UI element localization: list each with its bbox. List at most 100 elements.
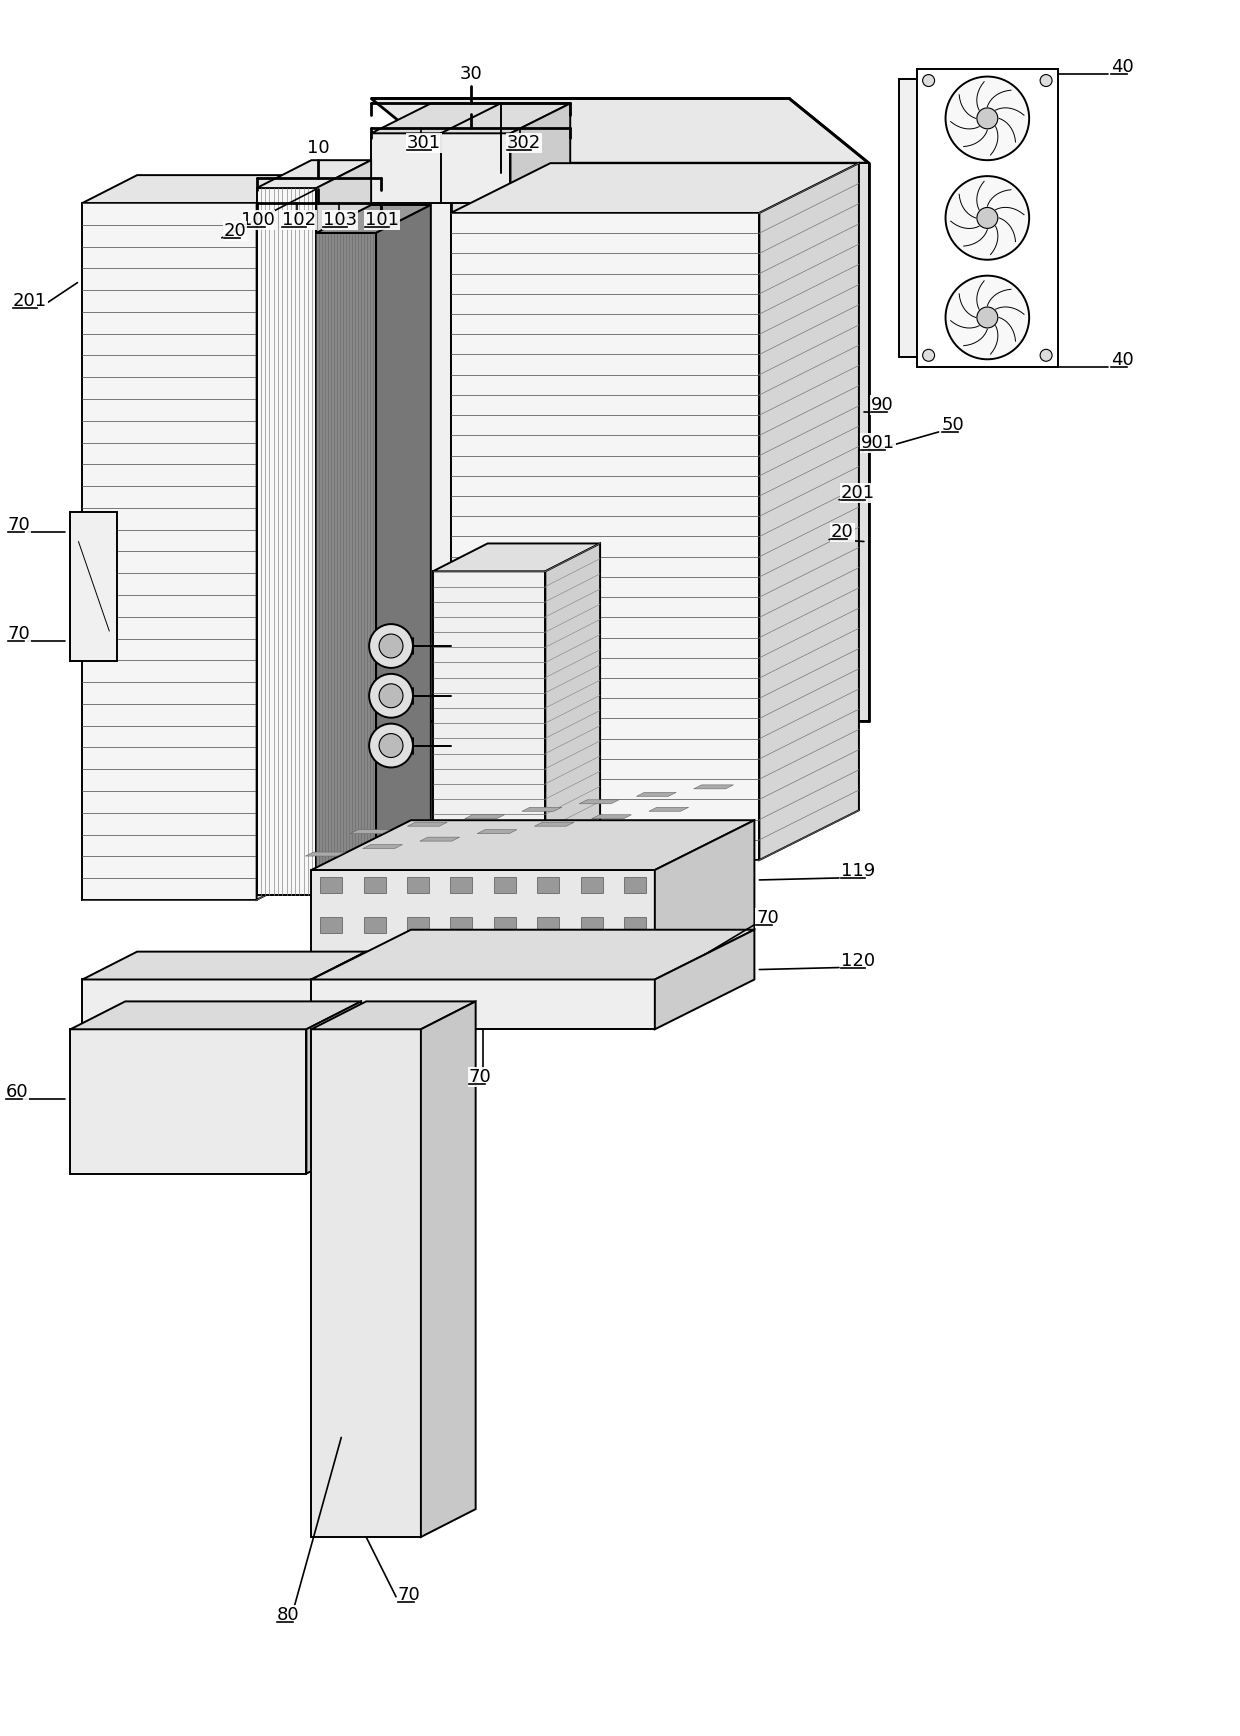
Text: 60: 60 [6, 1083, 29, 1101]
Polygon shape [494, 877, 516, 892]
Polygon shape [320, 917, 342, 932]
Text: 20: 20 [831, 524, 854, 542]
Polygon shape [655, 930, 754, 1029]
Polygon shape [450, 877, 472, 892]
Text: 70: 70 [7, 625, 31, 642]
Polygon shape [407, 957, 429, 972]
Circle shape [977, 208, 998, 229]
Polygon shape [257, 175, 311, 899]
Polygon shape [537, 877, 559, 892]
Polygon shape [624, 957, 646, 972]
Polygon shape [580, 917, 603, 932]
Polygon shape [511, 104, 570, 203]
Polygon shape [362, 845, 403, 849]
Polygon shape [649, 807, 688, 811]
Polygon shape [316, 233, 376, 870]
Text: 201: 201 [12, 292, 47, 309]
Polygon shape [371, 99, 869, 163]
Polygon shape [306, 1002, 361, 1174]
Text: 70: 70 [469, 1068, 491, 1087]
Text: 40: 40 [1111, 351, 1133, 370]
Polygon shape [916, 69, 1058, 368]
Text: 70: 70 [756, 908, 779, 927]
Polygon shape [71, 1029, 306, 1174]
Polygon shape [371, 134, 511, 203]
Polygon shape [320, 877, 342, 892]
Circle shape [379, 734, 403, 757]
Text: 100: 100 [241, 210, 274, 229]
Text: 302: 302 [506, 134, 541, 153]
Polygon shape [407, 877, 429, 892]
Text: 901: 901 [861, 434, 895, 451]
Polygon shape [363, 957, 386, 972]
Polygon shape [316, 160, 371, 894]
Text: 70: 70 [7, 516, 31, 533]
Text: 30: 30 [459, 64, 482, 83]
Circle shape [977, 307, 998, 328]
Polygon shape [371, 163, 451, 720]
Polygon shape [316, 205, 430, 233]
Polygon shape [420, 837, 460, 842]
Polygon shape [311, 1002, 476, 1029]
Polygon shape [522, 807, 562, 811]
Polygon shape [433, 571, 546, 875]
Polygon shape [371, 104, 570, 134]
Polygon shape [311, 870, 655, 979]
Polygon shape [311, 819, 754, 870]
Polygon shape [82, 203, 257, 899]
Polygon shape [494, 917, 516, 932]
Text: 50: 50 [941, 417, 965, 434]
Polygon shape [311, 979, 655, 1029]
Polygon shape [376, 205, 430, 870]
Polygon shape [257, 187, 316, 894]
Circle shape [946, 76, 1029, 160]
Polygon shape [759, 163, 859, 859]
Circle shape [370, 625, 413, 668]
Polygon shape [82, 951, 366, 979]
Text: 101: 101 [365, 210, 399, 229]
Text: 40: 40 [1111, 57, 1133, 76]
Text: 120: 120 [841, 951, 875, 970]
Polygon shape [451, 163, 859, 214]
Polygon shape [451, 163, 869, 720]
Polygon shape [451, 214, 759, 859]
Polygon shape [580, 877, 603, 892]
Circle shape [379, 684, 403, 708]
Polygon shape [624, 877, 646, 892]
Circle shape [370, 674, 413, 717]
Polygon shape [408, 823, 448, 826]
Polygon shape [420, 1002, 476, 1536]
Polygon shape [363, 917, 386, 932]
Circle shape [1040, 349, 1052, 361]
Polygon shape [477, 830, 517, 833]
Polygon shape [537, 917, 559, 932]
Circle shape [923, 349, 935, 361]
Polygon shape [693, 785, 734, 788]
Circle shape [977, 108, 998, 128]
Text: 201: 201 [841, 484, 875, 502]
Text: 80: 80 [277, 1606, 299, 1623]
Text: 103: 103 [324, 210, 357, 229]
Polygon shape [899, 78, 916, 358]
Polygon shape [636, 792, 676, 797]
Polygon shape [311, 951, 366, 1029]
Circle shape [379, 634, 403, 658]
Text: 70: 70 [398, 1585, 420, 1604]
Polygon shape [546, 543, 600, 875]
Text: 10: 10 [308, 139, 330, 158]
Polygon shape [494, 957, 516, 972]
Polygon shape [465, 814, 505, 819]
Polygon shape [71, 512, 118, 661]
Polygon shape [624, 917, 646, 932]
Polygon shape [82, 175, 311, 203]
Polygon shape [433, 543, 600, 571]
Circle shape [946, 276, 1029, 359]
Text: 102: 102 [281, 210, 316, 229]
Polygon shape [311, 930, 754, 979]
Polygon shape [580, 957, 603, 972]
Circle shape [923, 75, 935, 87]
Polygon shape [257, 160, 371, 187]
Circle shape [1040, 75, 1052, 87]
Polygon shape [407, 917, 429, 932]
Polygon shape [320, 957, 342, 972]
